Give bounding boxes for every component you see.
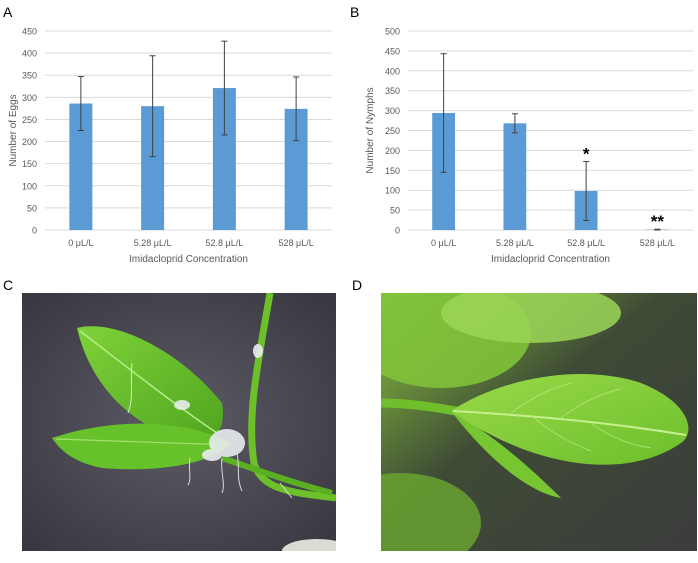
x-tick-label: 0 μL/L [431, 238, 456, 248]
y-tick-label: 350 [22, 71, 37, 81]
y-tick-label: 300 [22, 93, 37, 103]
y-tick-label: 500 [385, 27, 400, 37]
nymph-count-chart: 0 50 100 150 200 250 300 350 400 450 500 0 μL/L 5.28… [365, 27, 693, 265]
x-axis-title: Imidacloprid Concentration [491, 254, 610, 265]
y-tick-label: 200 [385, 146, 400, 156]
x-axis-title: Imidacloprid Concentration [129, 254, 248, 265]
x-tick-label: 52.8 μL/L [567, 238, 605, 248]
y-tick-label: 50 [390, 206, 400, 216]
x-tick-label: 5.28 μL/L [134, 238, 172, 248]
bar [141, 106, 165, 230]
panel-letter-b: B [350, 4, 360, 20]
y-tick-label: 300 [385, 106, 400, 116]
y-tick-label: 0 [32, 226, 37, 236]
y-tick-label: 450 [385, 46, 400, 56]
bar [284, 108, 308, 230]
bar [503, 123, 527, 230]
y-tick-label: 250 [385, 126, 400, 136]
panel-letter-c: C [3, 277, 14, 293]
y-tick-label: 50 [27, 203, 37, 213]
x-tick-label: 528 μL/L [640, 238, 675, 248]
y-tick-label: 250 [22, 115, 37, 125]
x-tick-label: 52.8 μL/L [206, 238, 244, 248]
infested-leaf-image [22, 293, 336, 551]
healthy-leaf-photo [381, 293, 697, 551]
y-tick-label: 100 [22, 181, 37, 191]
panel-letter-a: A [3, 4, 13, 20]
panel-letter-d: D [352, 277, 363, 293]
x-tick-label: 0 μL/L [68, 238, 93, 248]
healthy-leaf-image [381, 293, 697, 551]
x-tick-label: 5.28 μL/L [496, 238, 534, 248]
bar [212, 88, 236, 231]
y-tick-label: 450 [22, 27, 37, 37]
y-tick-label: 100 [385, 186, 400, 196]
significance-marker: * [583, 145, 590, 164]
y-axis-title: Number of Nymphs [365, 87, 376, 173]
y-tick-label: 150 [22, 159, 37, 169]
infested-leaf-photo [22, 293, 336, 551]
y-axis-title: Number of Eggs [8, 94, 19, 166]
significance-marker: ** [651, 212, 665, 231]
y-tick-label: 400 [22, 49, 37, 59]
egg-count-chart: 0 50 100 150 200 250 300 350 400 450 0 μL/L 5.28 μL… [8, 27, 332, 265]
x-tick-label: 528 μL/L [279, 238, 314, 248]
bar [69, 103, 93, 230]
y-tick-label: 350 [385, 86, 400, 96]
y-tick-label: 150 [385, 166, 400, 176]
y-tick-label: 400 [385, 66, 400, 76]
y-tick-label: 0 [395, 226, 400, 236]
y-tick-label: 200 [22, 137, 37, 147]
